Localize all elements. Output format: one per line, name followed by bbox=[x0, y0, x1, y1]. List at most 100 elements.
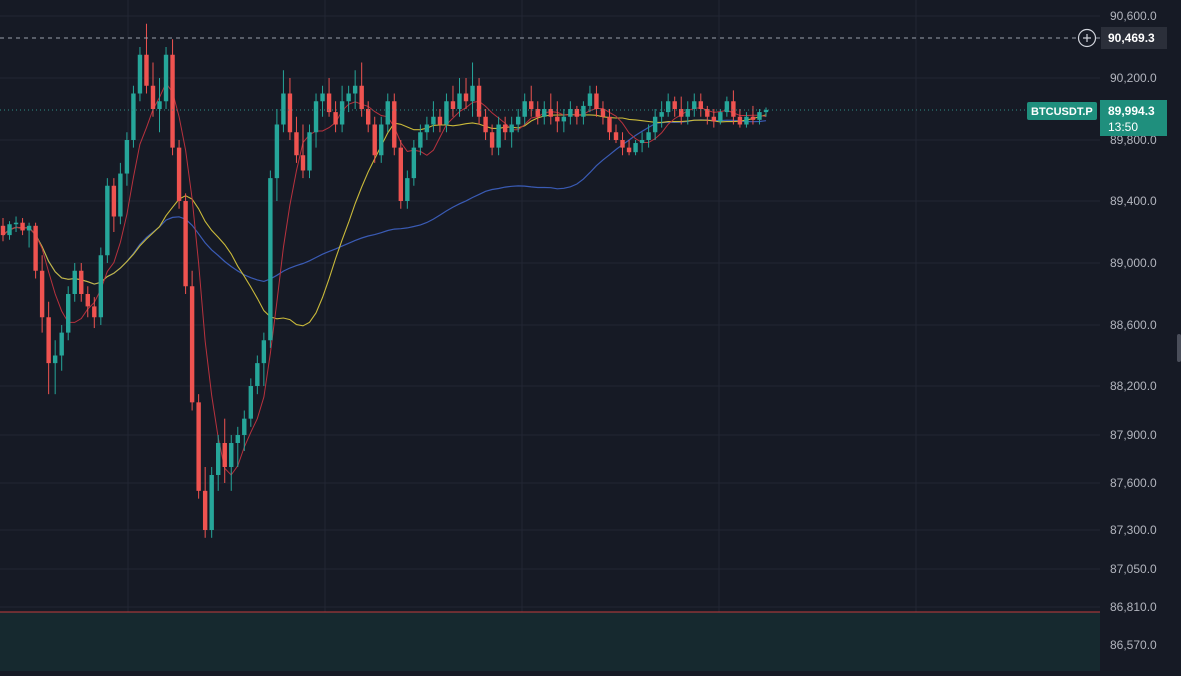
candle-up bbox=[313, 93, 319, 148]
y-tick-label: 89,400.0 bbox=[1110, 194, 1157, 208]
candle-down bbox=[535, 101, 540, 125]
candle-up bbox=[405, 170, 410, 209]
y-tick-label: 88,200.0 bbox=[1110, 379, 1157, 393]
candle-up bbox=[248, 378, 254, 427]
candle-down bbox=[365, 101, 371, 133]
candle-down bbox=[750, 105, 756, 125]
candle-down bbox=[463, 78, 469, 109]
candle-up bbox=[66, 286, 71, 341]
candle-up bbox=[137, 47, 143, 102]
add-alert-icon[interactable] bbox=[1077, 28, 1097, 48]
crosshair-price-label: 90,469.3 bbox=[1101, 27, 1167, 49]
symbol-text: BTCUSDT.P bbox=[1031, 106, 1093, 118]
candle-down bbox=[111, 178, 117, 232]
candle-up bbox=[72, 263, 77, 302]
candle-down bbox=[359, 62, 364, 117]
candle-down bbox=[529, 85, 534, 117]
candle-down bbox=[437, 109, 443, 133]
scale-handle[interactable] bbox=[1177, 334, 1181, 362]
candle-down bbox=[476, 78, 482, 125]
candle-up bbox=[639, 132, 645, 153]
candle-up bbox=[763, 107, 769, 117]
candle-up bbox=[229, 435, 234, 491]
candle-up bbox=[209, 467, 214, 538]
candle-up bbox=[268, 170, 273, 348]
candle-down bbox=[450, 85, 456, 117]
candle-down bbox=[705, 105, 710, 125]
candle-up bbox=[13, 216, 19, 232]
candle-down bbox=[39, 255, 45, 333]
y-tick-label: 87,600.0 bbox=[1110, 476, 1157, 490]
candle-up bbox=[692, 93, 697, 117]
candle-down bbox=[711, 109, 717, 128]
candle-up bbox=[515, 109, 521, 133]
candle-up bbox=[542, 101, 547, 125]
candle-down bbox=[613, 124, 619, 144]
candle-up bbox=[718, 109, 723, 125]
candle-down bbox=[85, 286, 90, 318]
y-tick-label: 89,800.0 bbox=[1110, 133, 1157, 147]
candle-up bbox=[424, 116, 430, 140]
candle-up bbox=[418, 124, 423, 156]
candle-down bbox=[555, 101, 560, 133]
candle-down bbox=[294, 116, 299, 163]
candle-down bbox=[92, 297, 97, 329]
candle-down bbox=[183, 193, 188, 294]
candle-up bbox=[496, 116, 501, 156]
candle-down bbox=[483, 109, 488, 140]
candle-up bbox=[470, 62, 475, 117]
candle-up bbox=[281, 70, 286, 133]
candle-down bbox=[176, 140, 182, 209]
candle-up bbox=[665, 93, 671, 117]
y-tick-label: 88,600.0 bbox=[1110, 318, 1157, 332]
y-tick-label: 90,600.0 bbox=[1110, 9, 1157, 23]
candle-up bbox=[568, 101, 573, 125]
candle-down bbox=[20, 218, 25, 236]
candle-up bbox=[724, 96, 730, 117]
y-tick-label: 89,000.0 bbox=[1110, 256, 1157, 270]
candle-down bbox=[489, 124, 495, 156]
candle-down bbox=[33, 222, 38, 279]
candle-down bbox=[737, 109, 743, 128]
candle-down bbox=[731, 90, 736, 125]
candle-down bbox=[392, 93, 397, 156]
y-tick-label: 87,050.0 bbox=[1110, 562, 1157, 576]
y-tick-label: 86,570.0 bbox=[1110, 638, 1157, 652]
candle-up bbox=[235, 426, 240, 467]
candle-up bbox=[509, 116, 514, 148]
candle-up bbox=[522, 93, 527, 125]
candle-up bbox=[411, 140, 417, 186]
candle-down bbox=[0, 218, 6, 242]
candle-down bbox=[170, 39, 175, 156]
candle-down bbox=[502, 116, 508, 140]
candle-down bbox=[620, 132, 625, 156]
y-tick-label: 86,810.0 bbox=[1110, 600, 1157, 614]
candle-up bbox=[242, 410, 247, 451]
candle-up bbox=[457, 78, 462, 117]
candle-up bbox=[255, 355, 260, 395]
candle-up bbox=[339, 85, 345, 133]
candle-up bbox=[105, 178, 110, 263]
candle-down bbox=[548, 93, 553, 125]
candles bbox=[0, 23, 769, 538]
moving-averages bbox=[2, 82, 767, 476]
candle-down bbox=[46, 301, 51, 395]
candle-down bbox=[196, 394, 201, 499]
candle-down bbox=[398, 140, 404, 209]
candle-down bbox=[626, 140, 632, 156]
candle-up bbox=[633, 140, 638, 156]
ma-fast-line bbox=[2, 82, 767, 476]
candle-up bbox=[261, 332, 267, 386]
candle-up bbox=[163, 47, 169, 109]
candle-up bbox=[444, 93, 449, 133]
support-zone bbox=[0, 612, 1100, 671]
symbol-tag: BTCUSDT.P bbox=[1027, 102, 1097, 120]
candle-down bbox=[574, 105, 580, 125]
y-tick-label: 90,200.0 bbox=[1110, 71, 1157, 85]
candle-up bbox=[124, 132, 130, 186]
candle-up bbox=[685, 101, 690, 125]
candle-up bbox=[757, 109, 762, 125]
